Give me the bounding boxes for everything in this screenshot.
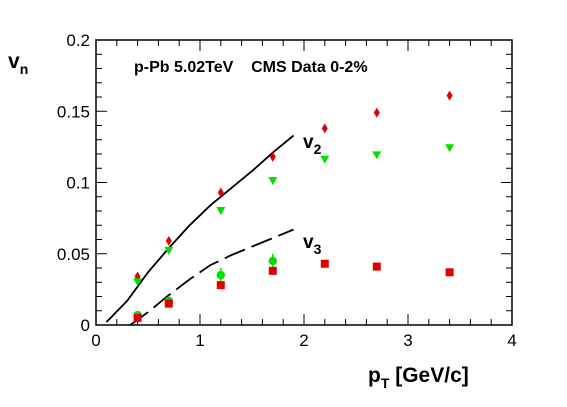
data-point-square — [268, 266, 277, 275]
v2-curve-label: v2 — [303, 132, 322, 157]
x-tick-label: 3 — [403, 331, 412, 350]
data-point-square — [445, 268, 454, 277]
data-point-triangle-down — [268, 177, 278, 186]
data-point-diamond — [321, 123, 328, 134]
data-point-diamond — [165, 235, 172, 246]
x-tick-label: 2 — [299, 331, 308, 350]
data-point-square — [133, 313, 142, 322]
y-tick-label: 0.15 — [57, 102, 90, 121]
y-tick-label: 0.05 — [57, 245, 90, 264]
y-tick-label: 0.2 — [66, 31, 90, 50]
data-point-triangle-down — [164, 246, 174, 255]
data-point-triangle-down — [320, 155, 330, 164]
y-tick-label: 0 — [81, 316, 90, 335]
data-point-square — [320, 259, 329, 268]
chart-title: p-Pb 5.02TeV CMS Data 0-2% — [134, 59, 368, 76]
data-point-circle — [268, 256, 277, 266]
x-tick-label: 0 — [91, 331, 100, 350]
x-tick-label: 1 — [195, 331, 204, 350]
data-point-diamond — [373, 107, 380, 118]
data-point-triangle-down — [216, 207, 226, 215]
y-tick-label: 0.1 — [66, 174, 90, 193]
data-point-triangle-down — [133, 278, 143, 287]
data-point-triangle-down — [372, 151, 382, 160]
data-point-diamond — [446, 90, 453, 101]
v3-curve-label: v3 — [303, 232, 322, 257]
data-point-diamond — [217, 187, 224, 198]
model-curve-v2 — [105, 134, 295, 323]
data-point-square — [164, 299, 173, 308]
model-curve-v3 — [129, 228, 294, 326]
data-point-square — [216, 281, 225, 290]
data-point-square — [372, 262, 381, 271]
x-tick-label: 4 — [507, 331, 516, 350]
y-axis-title: vn — [8, 50, 28, 77]
data-point-triangle-down — [445, 144, 455, 153]
data-point-circle — [216, 270, 225, 280]
x-axis-title: pT [GeV/c] — [368, 364, 469, 391]
plot-frame — [95, 39, 513, 326]
data-point-diamond — [269, 151, 276, 162]
